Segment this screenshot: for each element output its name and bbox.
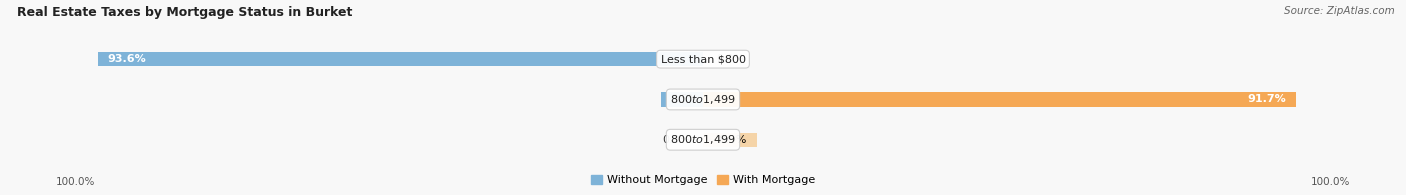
Text: Real Estate Taxes by Mortgage Status in Burket: Real Estate Taxes by Mortgage Status in … xyxy=(17,6,353,19)
Text: 91.7%: 91.7% xyxy=(1247,94,1286,105)
Text: 0.0%: 0.0% xyxy=(662,135,690,145)
Text: 100.0%: 100.0% xyxy=(56,177,96,187)
Bar xyxy=(97,52,703,66)
Text: 93.6%: 93.6% xyxy=(107,54,146,64)
Text: 8.3%: 8.3% xyxy=(718,135,747,145)
Text: 0.0%: 0.0% xyxy=(716,54,744,64)
Text: $800 to $1,499: $800 to $1,499 xyxy=(671,93,735,106)
Legend: Without Mortgage, With Mortgage: Without Mortgage, With Mortgage xyxy=(588,173,818,188)
Bar xyxy=(703,92,1296,107)
Text: 100.0%: 100.0% xyxy=(1310,177,1350,187)
Bar xyxy=(703,133,756,147)
Text: Less than $800: Less than $800 xyxy=(661,54,745,64)
Text: $800 to $1,499: $800 to $1,499 xyxy=(671,133,735,146)
Bar xyxy=(661,92,703,107)
Text: 6.5%: 6.5% xyxy=(671,94,699,105)
Text: Source: ZipAtlas.com: Source: ZipAtlas.com xyxy=(1284,6,1395,16)
